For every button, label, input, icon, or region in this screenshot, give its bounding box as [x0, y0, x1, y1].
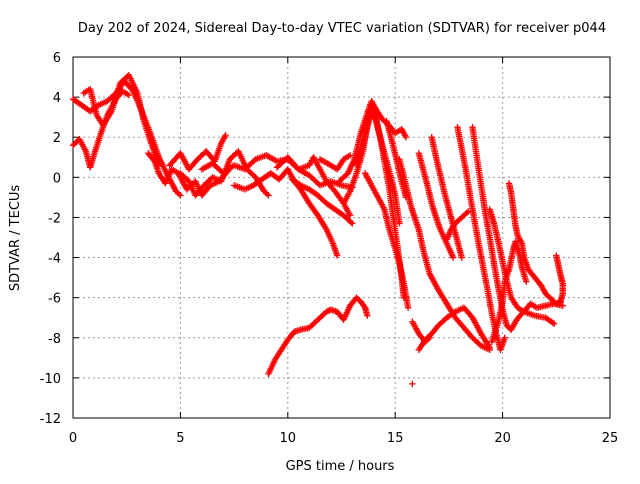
- data-point: [553, 300, 560, 307]
- series-arc-15: [361, 170, 412, 311]
- y-axis-label: SDTVAR / TECUs: [8, 185, 23, 292]
- data-point: [426, 334, 433, 341]
- data-points: [69, 71, 566, 388]
- series-arc-17: [396, 156, 493, 354]
- plot-frame: [72, 56, 611, 419]
- data-point: [323, 308, 330, 315]
- data-point: [175, 190, 183, 198]
- data-point: [177, 192, 184, 199]
- y-tick-label: 0: [53, 171, 61, 186]
- data-point: [324, 307, 332, 315]
- series-arc-28: [553, 252, 566, 305]
- series-arc-5: [166, 132, 229, 173]
- x-tick-label: 25: [602, 431, 619, 446]
- data-point: [396, 220, 403, 227]
- data-point: [549, 319, 556, 326]
- data-point: [449, 254, 457, 261]
- data-point: [346, 212, 354, 219]
- series-arc-22: [443, 208, 472, 243]
- y-tick-label: -12: [40, 412, 61, 427]
- series-arc-29: [265, 294, 371, 378]
- data-point: [402, 134, 410, 141]
- series-arc-23: [454, 123, 508, 354]
- x-axis-label: GPS time / hours: [286, 459, 395, 474]
- data-point: [554, 299, 561, 307]
- data-point: [559, 302, 566, 309]
- chart-title: Day 202 of 2024, Sidereal Day-to-day VTE…: [78, 21, 606, 36]
- series-arc-30: [409, 380, 416, 388]
- axis-ticks: 0 5 10 15 20 25 -12 -10 -8 -6 -4 -2 0 2 4 6: [40, 51, 619, 446]
- y-tick-label: 6: [53, 51, 61, 66]
- series-arc-11: [316, 152, 354, 173]
- grid-lines: [73, 57, 610, 418]
- data-point: [222, 132, 229, 139]
- series-arc-20: [415, 150, 457, 261]
- y-tick-label: -4: [48, 252, 61, 267]
- x-tick-label: 10: [280, 431, 297, 446]
- series-arc-26: [505, 180, 564, 307]
- data-point: [364, 312, 371, 319]
- x-tick-label: 5: [176, 431, 184, 446]
- data-point: [265, 192, 272, 199]
- data-point: [424, 335, 432, 343]
- data-point: [349, 220, 356, 227]
- data-point: [557, 298, 564, 305]
- y-tick-label: 2: [53, 131, 61, 146]
- series-arc-8: [230, 166, 341, 259]
- y-tick-label: -6: [48, 292, 61, 307]
- x-tick-label: 20: [494, 431, 511, 446]
- data-point: [404, 304, 412, 311]
- series-arc-27: [488, 238, 530, 345]
- data-point: [347, 218, 355, 226]
- data-point: [463, 209, 470, 216]
- y-tick-label: -2: [48, 211, 61, 226]
- series-arc-9: [273, 154, 354, 219]
- data-point: [334, 252, 341, 259]
- data-point: [458, 254, 465, 261]
- data-point: [486, 344, 493, 352]
- y-tick-label: -10: [40, 372, 61, 387]
- x-tick-label: 15: [387, 431, 404, 446]
- series-arc-14: [353, 107, 403, 227]
- data-point: [501, 334, 508, 341]
- series-arc-10: [288, 176, 356, 227]
- data-point: [550, 320, 558, 327]
- series-arc-19: [409, 318, 433, 345]
- data-point: [125, 91, 133, 99]
- data-point: [409, 380, 416, 388]
- y-tick-label: 4: [53, 91, 61, 106]
- data-point: [523, 278, 530, 285]
- data-point: [263, 190, 271, 198]
- y-tick-label: -8: [48, 332, 61, 347]
- x-tick-label: 0: [69, 431, 77, 446]
- data-point: [465, 208, 472, 215]
